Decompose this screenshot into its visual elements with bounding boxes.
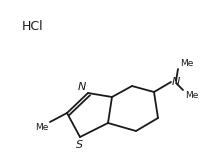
Text: Me: Me: [35, 123, 48, 132]
Text: N: N: [172, 77, 180, 87]
Text: S: S: [76, 140, 84, 150]
Text: Me: Me: [185, 91, 198, 100]
Text: N: N: [78, 82, 86, 92]
Text: Me: Me: [180, 59, 193, 68]
Text: HCl: HCl: [22, 20, 44, 33]
